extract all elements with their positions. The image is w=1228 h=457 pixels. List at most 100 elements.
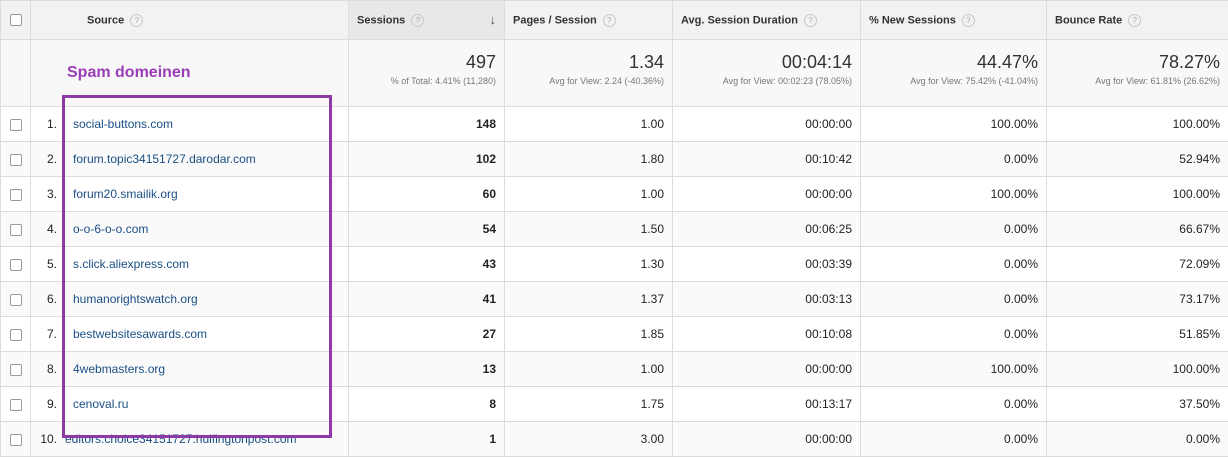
- source-cell: 9. cenoval.ru: [31, 387, 349, 422]
- sessions-column-header[interactable]: Sessions? ↓: [349, 1, 505, 40]
- help-icon[interactable]: ?: [1128, 14, 1141, 27]
- bounce-rate-cell: 0.00%: [1047, 422, 1228, 457]
- avg-duration-total-value: 00:04:14: [679, 52, 852, 72]
- bounce-rate-cell: 100.00%: [1047, 107, 1228, 142]
- row-checkbox-cell: [1, 422, 31, 457]
- avg-duration-cell: 00:10:08: [673, 317, 861, 352]
- pages-session-total: 1.34 Avg for View: 2.24 (-40.36%): [505, 40, 673, 107]
- new-sessions-total-value: 44.47%: [867, 52, 1038, 72]
- pages-session-column-header[interactable]: Pages / Session?: [505, 1, 673, 40]
- source-cell: 5. s.click.aliexpress.com: [31, 247, 349, 282]
- row-checkbox-cell: [1, 247, 31, 282]
- help-icon[interactable]: ?: [962, 14, 975, 27]
- avg-duration-total: 00:04:14 Avg for View: 00:02:23 (78.05%): [673, 40, 861, 107]
- avg-duration-cell: 00:06:25: [673, 212, 861, 247]
- pages-session-cell: 1.80: [505, 142, 673, 177]
- row-index: 4.: [31, 222, 57, 236]
- table-row: 3.forum20.smailik.org 60 1.00 00:00:00 1…: [1, 177, 1228, 212]
- help-icon[interactable]: ?: [804, 14, 817, 27]
- row-checkbox[interactable]: [10, 329, 22, 341]
- avg-duration-cell: 00:03:39: [673, 247, 861, 282]
- sessions-cell: 8: [349, 387, 505, 422]
- row-index: 6.: [31, 292, 57, 306]
- avg-duration-total-sub: Avg for View: 00:02:23 (78.05%): [679, 76, 852, 86]
- row-checkbox-cell: [1, 352, 31, 387]
- avg-duration-cell: 00:03:13: [673, 282, 861, 317]
- row-index: 8.: [31, 362, 57, 376]
- row-checkbox[interactable]: [10, 154, 22, 166]
- spam-domains-annotation: Spam domeinen: [31, 40, 348, 82]
- source-link[interactable]: forum20.smailik.org: [73, 187, 178, 201]
- row-checkbox[interactable]: [10, 259, 22, 271]
- help-icon[interactable]: ?: [411, 14, 424, 27]
- new-sessions-cell: 0.00%: [861, 247, 1047, 282]
- row-checkbox[interactable]: [10, 434, 22, 446]
- sessions-cell: 54: [349, 212, 505, 247]
- bounce-rate-cell: 37.50%: [1047, 387, 1228, 422]
- bounce-rate-column-header[interactable]: Bounce Rate?: [1047, 1, 1228, 40]
- row-checkbox[interactable]: [10, 294, 22, 306]
- source-link[interactable]: cenoval.ru: [73, 397, 128, 411]
- source-link[interactable]: 4webmasters.org: [73, 362, 165, 376]
- source-link[interactable]: bestwebsitesawards.com: [73, 327, 207, 341]
- sessions-cell: 13: [349, 352, 505, 387]
- new-sessions-column-header[interactable]: % New Sessions?: [861, 1, 1047, 40]
- row-checkbox-cell: [1, 387, 31, 422]
- avg-duration-column-header[interactable]: Avg. Session Duration?: [673, 1, 861, 40]
- source-link[interactable]: s.click.aliexpress.com: [73, 257, 189, 271]
- pages-session-cell: 1.00: [505, 177, 673, 212]
- source-cell: 6. humanorightswatch.org: [31, 282, 349, 317]
- source-link[interactable]: humanorightswatch.org: [73, 292, 198, 306]
- sessions-cell: 102: [349, 142, 505, 177]
- pages-session-cell: 3.00: [505, 422, 673, 457]
- source-column-header[interactable]: Source?: [31, 1, 349, 40]
- row-checkbox[interactable]: [10, 224, 22, 236]
- row-checkbox[interactable]: [10, 399, 22, 411]
- bounce-rate-cell: 100.00%: [1047, 177, 1228, 212]
- new-sessions-cell: 100.00%: [861, 352, 1047, 387]
- pages-session-total-sub: Avg for View: 2.24 (-40.36%): [511, 76, 664, 86]
- row-checkbox-cell: [1, 142, 31, 177]
- help-icon[interactable]: ?: [130, 14, 143, 27]
- source-header-label: Source: [87, 14, 124, 26]
- source-link[interactable]: o-o-6-o-o.com: [73, 222, 148, 236]
- row-index: 2.: [31, 152, 57, 166]
- source-cell: 2. forum.topic34151727.darodar.com: [31, 142, 349, 177]
- select-all-checkbox[interactable]: [10, 14, 22, 26]
- sort-descending-icon[interactable]: ↓: [490, 12, 497, 27]
- source-cell: 1.social-buttons.com: [31, 107, 349, 142]
- new-sessions-cell: 0.00%: [861, 212, 1047, 247]
- select-all-cell: [1, 1, 31, 40]
- table-row: 2. forum.topic34151727.darodar.com 102 1.…: [1, 142, 1228, 177]
- row-checkbox[interactable]: [10, 119, 22, 131]
- source-link[interactable]: editors.choice34151727.hulfingtonpost.co…: [65, 432, 297, 446]
- new-sessions-total: 44.47% Avg for View: 75.42% (-41.04%): [861, 40, 1047, 107]
- new-sessions-cell: 0.00%: [861, 282, 1047, 317]
- pages-session-cell: 1.00: [505, 352, 673, 387]
- pages-session-cell: 1.00: [505, 107, 673, 142]
- bounce-rate-cell: 66.67%: [1047, 212, 1228, 247]
- new-sessions-total-sub: Avg for View: 75.42% (-41.04%): [867, 76, 1038, 86]
- table-row: 7.bestwebsitesawards.com 27 1.85 00:10:0…: [1, 317, 1228, 352]
- bounce-rate-cell: 51.85%: [1047, 317, 1228, 352]
- source-link[interactable]: social-buttons.com: [73, 117, 173, 131]
- source-link[interactable]: forum.topic34151727.darodar.com: [73, 152, 256, 166]
- row-index: 5.: [31, 257, 57, 271]
- new-sessions-cell: 100.00%: [861, 177, 1047, 212]
- bounce-rate-cell: 72.09%: [1047, 247, 1228, 282]
- bounce-rate-total-value: 78.27%: [1053, 52, 1220, 72]
- new-sessions-header-label: % New Sessions: [869, 14, 956, 26]
- row-index: 10.: [31, 432, 57, 446]
- row-checkbox[interactable]: [10, 189, 22, 201]
- row-index: 9.: [31, 397, 57, 411]
- avg-duration-cell: 00:10:42: [673, 142, 861, 177]
- row-checkbox-cell: [1, 317, 31, 352]
- totals-row: Spam domeinen 497 % of Total: 4.41% (11,…: [1, 40, 1228, 107]
- pages-session-cell: 1.37: [505, 282, 673, 317]
- table-row: 9.cenoval.ru 8 1.75 00:13:17 0.00% 37.50…: [1, 387, 1228, 422]
- help-icon[interactable]: ?: [603, 14, 616, 27]
- row-checkbox[interactable]: [10, 364, 22, 376]
- sessions-cell: 148: [349, 107, 505, 142]
- bounce-rate-header-label: Bounce Rate: [1055, 14, 1122, 26]
